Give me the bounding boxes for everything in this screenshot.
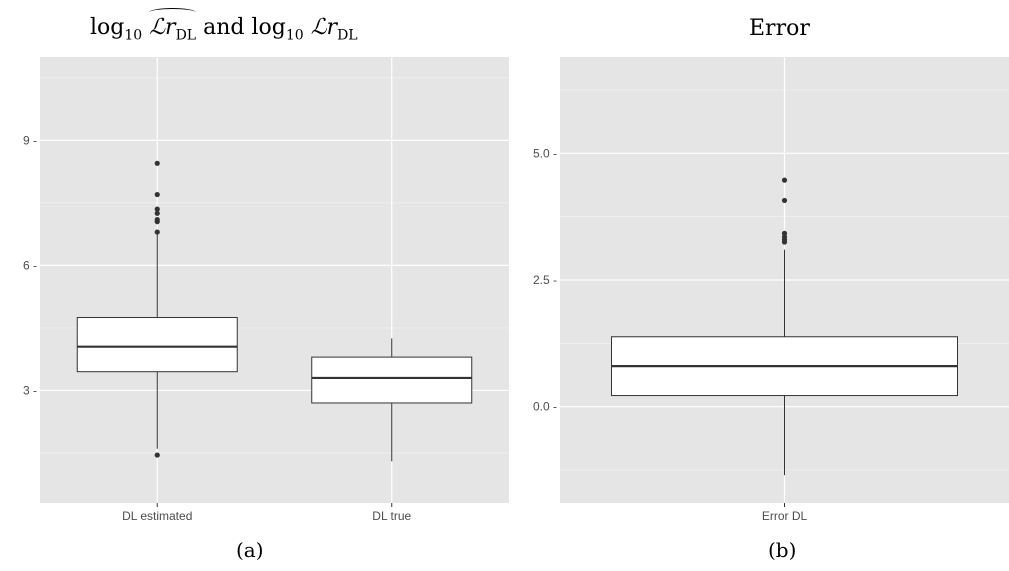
outlier-point xyxy=(154,216,160,223)
y-tick-label: 9 - xyxy=(23,133,37,147)
box-iqr xyxy=(311,356,473,404)
box-iqr xyxy=(76,317,238,373)
panel-b-title: Error xyxy=(749,16,810,41)
outlier-point xyxy=(154,210,160,216)
panel-a-title: log10 ℒrDL and log10 ℒrDL xyxy=(90,7,358,44)
outlier-point xyxy=(781,177,788,183)
panel-a-background xyxy=(40,57,509,503)
outlier-point xyxy=(781,230,788,236)
y-tick-label: 5.0 - xyxy=(533,146,557,160)
outlier-point xyxy=(781,197,788,204)
outlier-point xyxy=(154,191,160,198)
x-tick-label: DL estimated xyxy=(122,509,192,523)
outlier-point xyxy=(154,229,160,235)
outlier-point xyxy=(154,160,160,166)
x-tick-label: DL true xyxy=(372,509,411,523)
outlier-point xyxy=(154,206,160,212)
estimated-symbol: ℒrDL xyxy=(149,7,197,44)
panel-b-label: (b) xyxy=(768,538,797,562)
y-tick-label: 0.0 - xyxy=(533,400,557,414)
y-tick-label: 6 - xyxy=(23,258,37,272)
y-tick-label: 3 - xyxy=(23,383,37,397)
y-tick-label: 2.5 - xyxy=(533,273,557,287)
outlier-point xyxy=(154,452,160,458)
panel-a-label: (a) xyxy=(236,538,264,562)
x-tick-label: Error DL xyxy=(762,509,808,523)
